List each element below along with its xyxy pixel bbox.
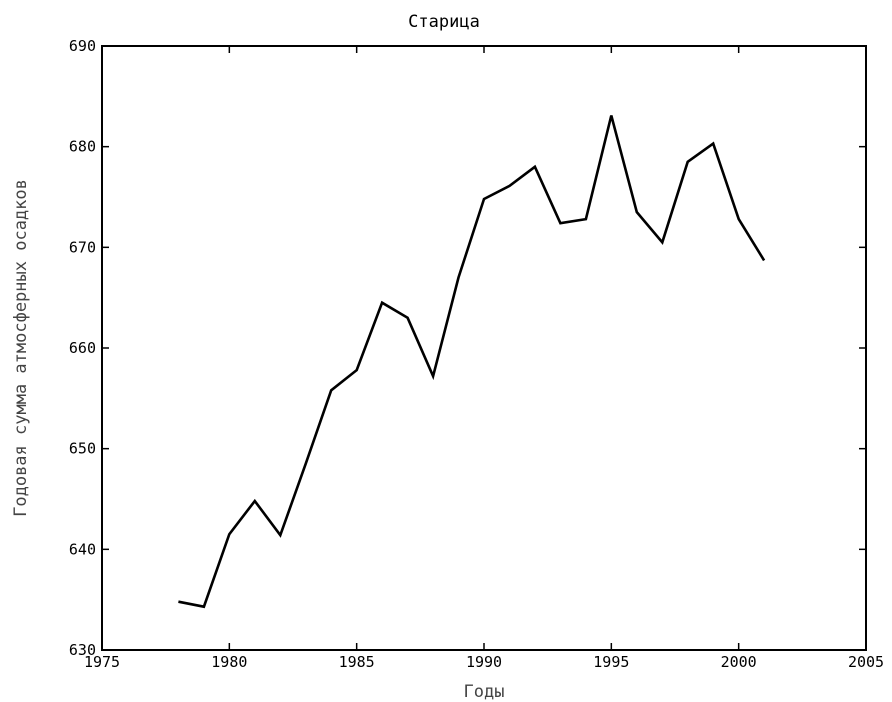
chart-title: Старица <box>408 12 480 32</box>
x-axis-title: Годы <box>464 682 505 702</box>
y-tick-label: 690 <box>69 37 96 55</box>
y-axis-title: Годовая сумма атмосферных осадков <box>11 179 31 517</box>
x-tick-label: 1990 <box>466 653 502 671</box>
y-tick-label: 630 <box>69 641 96 659</box>
x-tick-label: 2000 <box>721 653 757 671</box>
series-line-0 <box>178 116 764 607</box>
x-tick-label: 2005 <box>848 653 884 671</box>
y-tick-label: 650 <box>69 440 96 458</box>
y-tick-label: 640 <box>69 540 96 558</box>
plot-frame <box>102 46 866 650</box>
y-tick-label: 670 <box>69 238 96 256</box>
y-tick-label: 680 <box>69 138 96 156</box>
x-tick-label: 1980 <box>211 653 247 671</box>
x-tick-label: 1985 <box>339 653 375 671</box>
x-tick-label: 1995 <box>593 653 629 671</box>
y-tick-label: 660 <box>69 339 96 357</box>
